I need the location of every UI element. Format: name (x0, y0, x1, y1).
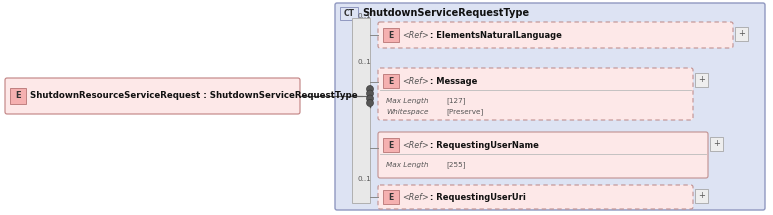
Bar (735, 27, 748, 41)
Text: : RequestingUserName: : RequestingUserName (430, 140, 539, 149)
Text: E: E (388, 31, 393, 40)
Circle shape (366, 90, 373, 97)
Bar (352, 18, 370, 203)
FancyBboxPatch shape (378, 68, 693, 120)
Text: Max Length: Max Length (386, 162, 428, 168)
Text: Max Length: Max Length (386, 98, 428, 104)
Text: Whitespace: Whitespace (386, 109, 428, 115)
FancyBboxPatch shape (5, 78, 300, 114)
Text: 0..1: 0..1 (358, 176, 372, 182)
Bar (695, 189, 708, 203)
Bar (10, 88, 26, 104)
Text: <Ref>: <Ref> (402, 77, 429, 86)
Text: +: + (738, 29, 745, 38)
Text: ShutdownResourceServiceRequest : ShutdownServiceRequestType: ShutdownResourceServiceRequest : Shutdow… (30, 92, 358, 100)
Text: : RequestingUserUri: : RequestingUserUri (430, 192, 526, 201)
Bar (383, 28, 399, 42)
FancyBboxPatch shape (378, 22, 733, 48)
Text: [127]: [127] (446, 98, 465, 104)
Text: E: E (388, 192, 393, 201)
Text: +: + (713, 140, 720, 149)
Text: +: + (698, 75, 705, 84)
Text: <Ref>: <Ref> (402, 192, 429, 201)
Text: <Ref>: <Ref> (402, 140, 429, 149)
Bar (383, 74, 399, 88)
Text: E: E (15, 92, 21, 100)
Text: E: E (388, 77, 393, 86)
Text: [Preserve]: [Preserve] (446, 109, 483, 115)
Text: ShutdownServiceRequestType: ShutdownServiceRequestType (362, 9, 530, 18)
FancyBboxPatch shape (378, 185, 693, 209)
Text: CT: CT (343, 9, 355, 18)
Text: +: + (698, 192, 705, 201)
Text: [255]: [255] (446, 162, 465, 168)
Text: : Message: : Message (430, 77, 478, 86)
Circle shape (366, 95, 373, 102)
Text: 0..1: 0..1 (358, 59, 372, 65)
Text: <Ref>: <Ref> (402, 31, 429, 40)
Text: E: E (388, 140, 393, 149)
Text: 0..1: 0..1 (358, 13, 372, 19)
Bar (383, 138, 399, 152)
Circle shape (366, 100, 373, 106)
FancyBboxPatch shape (378, 132, 708, 178)
Bar (710, 137, 723, 151)
Bar (340, 7, 358, 20)
Bar (383, 190, 399, 204)
Bar (695, 73, 708, 87)
Circle shape (366, 86, 373, 92)
FancyBboxPatch shape (335, 3, 765, 210)
Text: : ElementsNaturalLanguage: : ElementsNaturalLanguage (430, 31, 562, 40)
